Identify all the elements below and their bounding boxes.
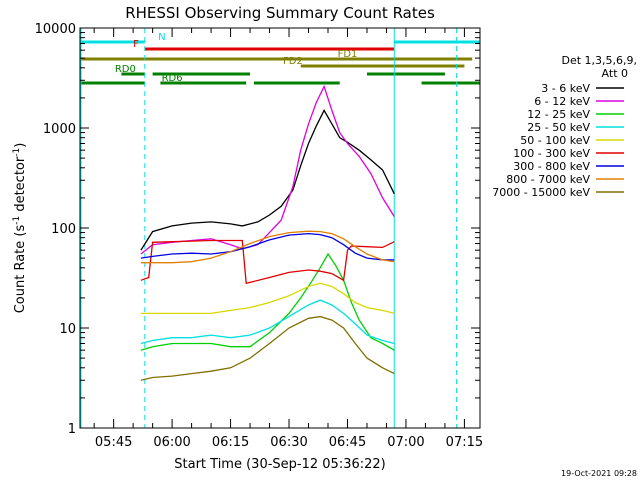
x-tick-label: 05:45	[95, 435, 132, 450]
series-line-3	[140, 252, 395, 351]
legend-label: 300 - 800 keV	[513, 160, 590, 173]
legend-label: 7000 - 15000 keV	[492, 186, 590, 199]
x-tick-label: 06:30	[270, 435, 307, 450]
y-axis: 1 10 100 1000 10000	[35, 22, 480, 437]
x-tick-label: 06:00	[153, 435, 190, 450]
status-label: RD0	[115, 64, 136, 75]
series-line-1	[140, 109, 395, 251]
x-axis-label: Start Time (30-Sep-12 05:36:22)	[174, 457, 385, 472]
status-label: F	[133, 39, 139, 50]
chart-title: RHESSI Observing Summary Count Rates	[125, 4, 435, 22]
legend-label: 6 - 12 keV	[534, 95, 590, 108]
legend-label: 50 - 100 keV	[520, 134, 590, 147]
legend-header-1: Det 1,3,5,6,9,	[561, 54, 637, 67]
legend-label: 12 - 25 keV	[527, 108, 590, 121]
y-axis-label: Count Rate (s-1 detector-1)	[12, 143, 28, 314]
x-tick-label: 07:00	[387, 435, 424, 450]
series-line-8	[140, 230, 395, 264]
legend-label: 100 - 300 keV	[513, 147, 590, 160]
legend-label: 3 - 6 keV	[541, 82, 590, 95]
status-label: RD6	[162, 73, 183, 84]
x-tick-label: 06:15	[212, 435, 249, 450]
series-line-9	[140, 315, 395, 381]
series-line-2	[140, 84, 395, 255]
status-label: FD2	[283, 56, 303, 67]
data-series	[140, 84, 395, 381]
x-tick-label: 06:45	[329, 435, 366, 450]
legend-label: 25 - 50 keV	[527, 121, 590, 134]
status-label: N	[158, 32, 165, 43]
y-tick-label: 10	[59, 322, 76, 337]
series-line-6	[140, 239, 395, 285]
y-tick-label: 100	[51, 222, 76, 237]
status-bars: N F FD1 FD2 RD0 RD6	[80, 32, 480, 85]
y-tick-label: 10000	[35, 22, 76, 37]
legend-label: 800 - 7000 keV	[506, 173, 590, 186]
x-tick-label: 07:15	[446, 435, 483, 450]
x-axis: 05:45 06:00 06:15 06:30 06:45 07:00 07:15	[93, 28, 483, 450]
series-line-7	[140, 232, 395, 261]
series-line-4	[140, 299, 395, 345]
y-tick-label: 1000	[43, 122, 76, 137]
legend-header-2: Att 0	[602, 67, 628, 80]
series-line-5	[140, 282, 395, 315]
timestamp: 19-Oct-2021 09:28	[561, 469, 637, 478]
status-label: FD1	[338, 49, 358, 60]
y-tick-label: 1	[68, 422, 76, 437]
